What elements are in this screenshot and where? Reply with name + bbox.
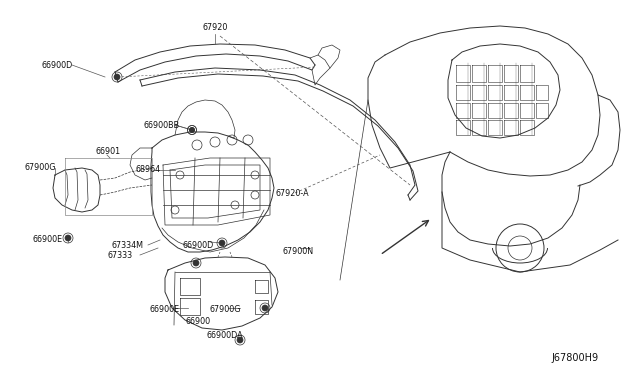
Text: 66900E: 66900E: [33, 235, 63, 244]
Text: 67900N: 67900N: [282, 247, 314, 257]
Circle shape: [219, 240, 225, 246]
Text: 66900D: 66900D: [42, 61, 72, 70]
Text: J67800H9: J67800H9: [552, 353, 598, 363]
Text: 68964: 68964: [136, 166, 161, 174]
Text: 67920: 67920: [202, 23, 228, 32]
Circle shape: [262, 305, 268, 311]
Text: 66900E: 66900E: [150, 305, 180, 314]
Text: 67333: 67333: [108, 251, 132, 260]
Text: 66900DA: 66900DA: [207, 331, 243, 340]
Text: 66901: 66901: [95, 148, 120, 157]
Circle shape: [193, 260, 199, 266]
Text: 66900D: 66900D: [182, 241, 214, 250]
Text: 67900G: 67900G: [24, 164, 56, 173]
Circle shape: [189, 128, 195, 132]
Circle shape: [65, 235, 71, 241]
Text: 67920-A: 67920-A: [275, 189, 309, 198]
Text: 67900G: 67900G: [209, 305, 241, 314]
Circle shape: [237, 337, 243, 343]
Text: 66900BB: 66900BB: [144, 121, 180, 129]
Text: 67334M: 67334M: [111, 241, 143, 250]
Circle shape: [189, 128, 195, 132]
Circle shape: [114, 74, 120, 80]
Text: 66900: 66900: [186, 317, 211, 327]
